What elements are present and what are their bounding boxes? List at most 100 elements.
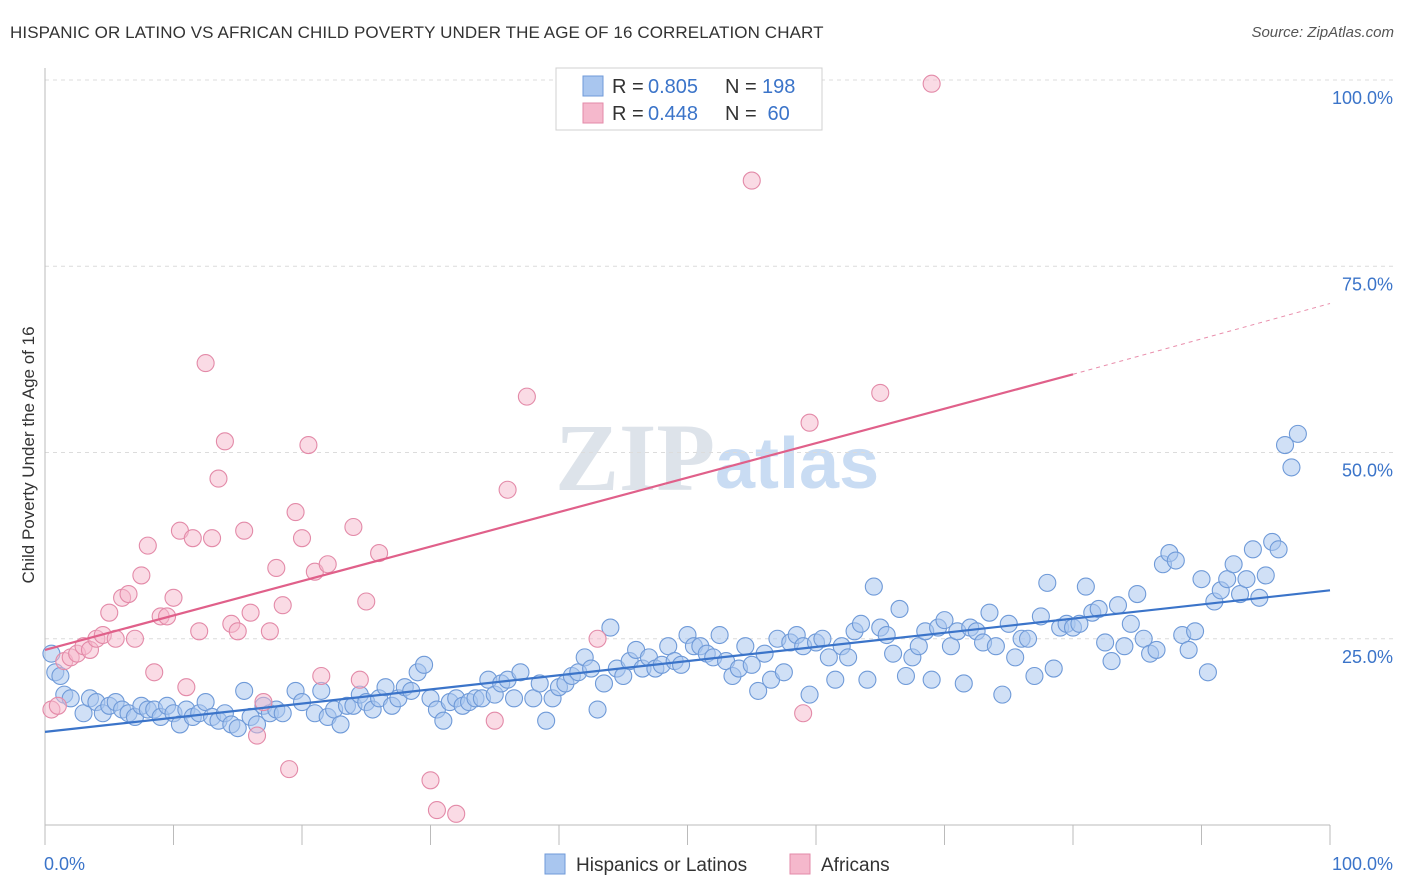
africans-point-9 bbox=[100, 603, 119, 622]
hispanics-trend-line bbox=[44, 589, 1331, 733]
africans-point-19 bbox=[164, 588, 183, 607]
hispanics-point-174 bbox=[1179, 640, 1198, 659]
africans-point-22 bbox=[183, 529, 202, 548]
africans-point-16 bbox=[145, 663, 164, 682]
legend-label-hispanics: Hispanics or Latinos bbox=[576, 855, 747, 876]
africans-point-29 bbox=[228, 622, 247, 641]
africans-point-34 bbox=[260, 622, 279, 641]
africans-point-53 bbox=[517, 387, 536, 406]
watermark-zip: ZIP bbox=[555, 404, 715, 511]
y-tick-label-1: 50.0% bbox=[1342, 461, 1393, 481]
hispanics-point-189 bbox=[1275, 435, 1295, 455]
africans-point-49 bbox=[427, 801, 446, 820]
legend-n-value-1: 198 bbox=[762, 76, 795, 98]
hispanics-point-158 bbox=[1076, 577, 1095, 596]
africans-point-12 bbox=[119, 584, 138, 604]
hispanics-point-139 bbox=[954, 674, 973, 693]
hispanics-point-165 bbox=[1121, 614, 1140, 633]
hispanics-point-127 bbox=[877, 625, 896, 645]
africans-point-15 bbox=[138, 536, 157, 555]
y-tick-label-2: 75.0% bbox=[1342, 274, 1393, 294]
x-tick-label-0: 0.0% bbox=[44, 854, 85, 874]
legend-swatch-pink bbox=[582, 102, 604, 124]
africans-point-1 bbox=[48, 696, 67, 715]
legend-swatch-blue bbox=[582, 75, 604, 97]
hispanics-point-121 bbox=[839, 648, 858, 667]
legend-n-value-2: 60 bbox=[762, 103, 790, 125]
hispanics-point-24 bbox=[196, 693, 215, 712]
africans-point-48 bbox=[421, 771, 440, 790]
africans-point-59 bbox=[922, 74, 941, 93]
hispanics-point-56 bbox=[415, 655, 434, 674]
hispanics-point-167 bbox=[1134, 629, 1153, 648]
africans-trend-line-extension bbox=[1072, 303, 1331, 375]
hispanics-point-83 bbox=[594, 674, 614, 693]
hispanics-point-115 bbox=[800, 685, 819, 704]
x-tick-labels: 0.0% 100.0% bbox=[44, 854, 1393, 874]
hispanics-point-161 bbox=[1096, 633, 1115, 652]
hispanics-point-166 bbox=[1128, 584, 1147, 604]
hispanics-point-2 bbox=[51, 666, 70, 686]
hispanics-point-172 bbox=[1166, 551, 1185, 570]
africans-point-13 bbox=[125, 629, 144, 648]
hispanics-point-184 bbox=[1243, 540, 1262, 559]
legend-r-value-2: 0.448 bbox=[648, 103, 698, 125]
africans-point-42 bbox=[312, 666, 331, 686]
hispanics-point-186 bbox=[1256, 566, 1275, 585]
africans-point-39 bbox=[292, 529, 312, 548]
hispanics-point-82 bbox=[588, 700, 607, 719]
africans-point-38 bbox=[286, 503, 305, 522]
hispanics-point-147 bbox=[1006, 648, 1025, 667]
hispanics-point-132 bbox=[909, 637, 928, 656]
hispanics-point-163 bbox=[1108, 596, 1128, 615]
hispanics-point-153 bbox=[1044, 659, 1063, 678]
africans-point-25 bbox=[203, 529, 222, 548]
hispanics-point-143 bbox=[980, 603, 999, 622]
hispanics-point-136 bbox=[935, 611, 954, 630]
series-legend: Hispanics or Latinos Africans bbox=[544, 853, 890, 876]
legend-r-value-1: 0.805 bbox=[648, 76, 698, 98]
hispanics-point-177 bbox=[1198, 663, 1217, 682]
africans-point-24 bbox=[196, 354, 215, 373]
hispanics-point-164 bbox=[1115, 637, 1134, 656]
hispanics-point-81 bbox=[582, 659, 601, 678]
y-tick-label-3: 100.0% bbox=[1332, 88, 1393, 108]
hispanics-point-181 bbox=[1224, 555, 1243, 574]
africans-point-51 bbox=[485, 711, 504, 730]
hispanics-point-180 bbox=[1218, 570, 1237, 589]
hispanics-point-95 bbox=[672, 655, 691, 674]
hispanics-point-124 bbox=[858, 670, 877, 689]
y-axis-title: Child Poverty Under the Age of 16 bbox=[19, 326, 38, 583]
africans-point-56 bbox=[794, 704, 813, 723]
africans-trend-line bbox=[44, 373, 1074, 651]
hispanics-point-101 bbox=[710, 625, 729, 645]
hispanics-point-105 bbox=[736, 637, 755, 656]
hispanics-point-169 bbox=[1147, 640, 1166, 659]
africans-point-27 bbox=[215, 432, 234, 451]
x-tick-label-1: 100.0% bbox=[1332, 854, 1393, 874]
hispanics-point-157 bbox=[1070, 614, 1089, 633]
trend-lines bbox=[44, 303, 1331, 733]
hispanics-point-125 bbox=[864, 577, 883, 596]
correlation-legend: R = 0.805 N = 198 R = 0.448 N = 60 bbox=[555, 67, 823, 131]
hispanics-point-119 bbox=[826, 670, 845, 689]
hispanics-point-160 bbox=[1089, 599, 1108, 619]
watermark: ZIP atlas bbox=[555, 404, 879, 511]
hispanics-point-106 bbox=[742, 655, 761, 674]
hispanics-point-175 bbox=[1186, 622, 1205, 641]
legend-swatch-africans bbox=[789, 853, 811, 875]
africans-point-40 bbox=[299, 435, 318, 455]
hispanics-point-183 bbox=[1237, 570, 1256, 589]
axes bbox=[44, 68, 1331, 845]
legend-n-label-2: N = bbox=[725, 103, 757, 125]
hispanics-point-71 bbox=[511, 663, 530, 682]
hispanics-point-191 bbox=[1288, 424, 1307, 443]
africans-point-58 bbox=[871, 383, 890, 402]
hispanics-point-70 bbox=[504, 689, 524, 708]
hispanics-point-5 bbox=[74, 704, 93, 723]
africans-point-47 bbox=[370, 544, 389, 563]
africans-point-31 bbox=[241, 603, 260, 622]
chart-source: Source: ZipAtlas.com bbox=[1251, 24, 1394, 41]
hispanics-point-50 bbox=[376, 678, 395, 697]
